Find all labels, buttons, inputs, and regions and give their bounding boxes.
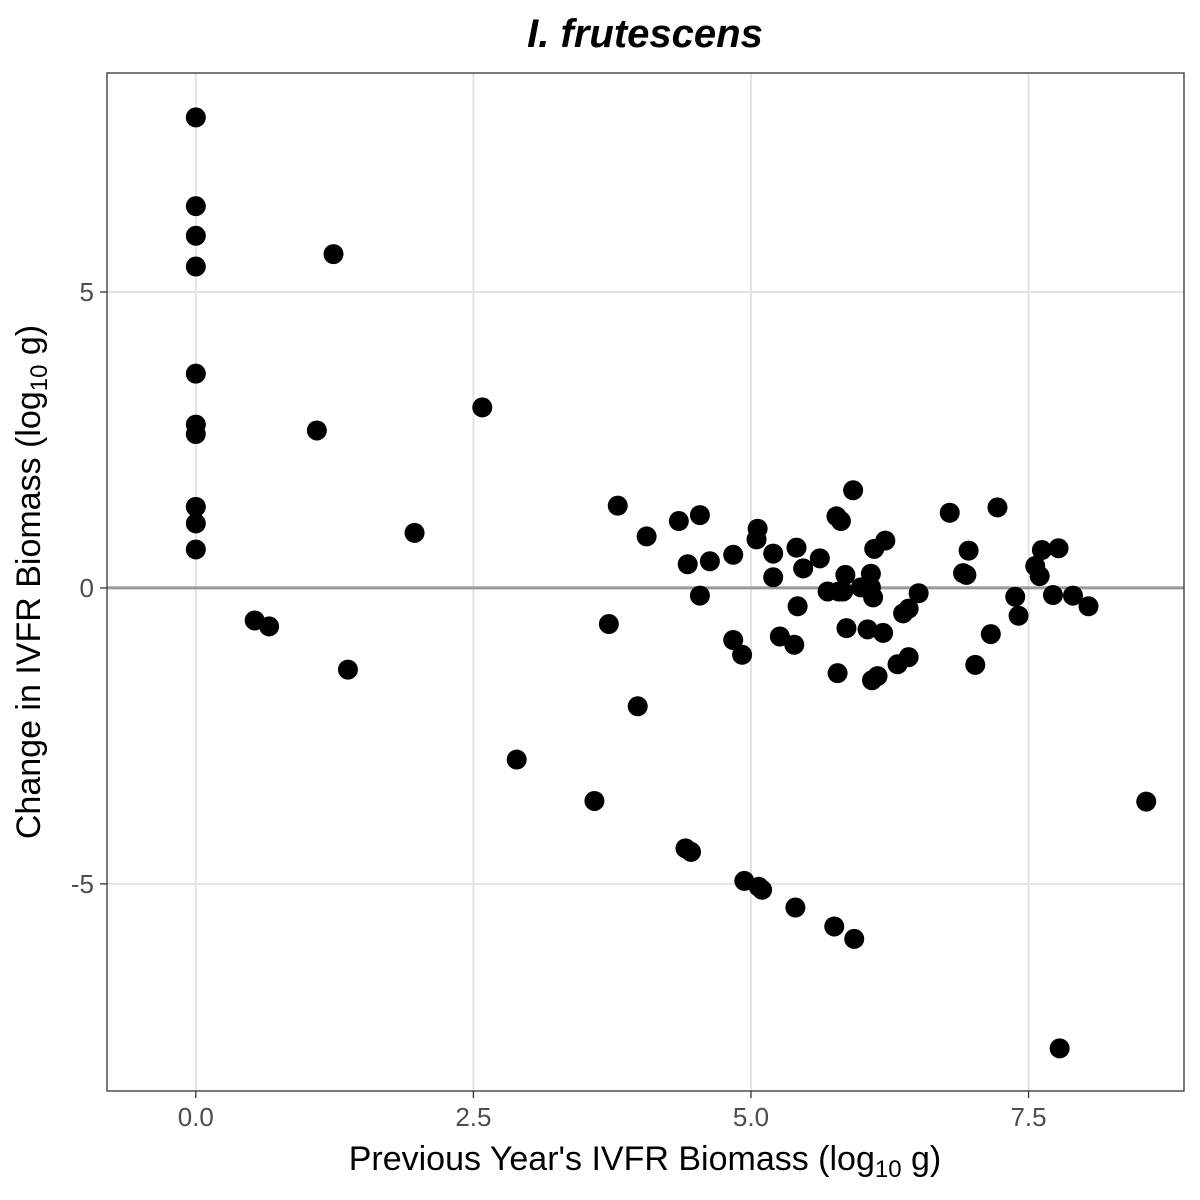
data-point [584, 790, 605, 811]
data-point [598, 614, 619, 635]
data-point [185, 225, 206, 246]
x-axis-ticks: 0.0 2.5 5.0 7.5 [178, 1091, 1047, 1132]
data-point [763, 567, 784, 588]
data-point [323, 244, 344, 265]
data-point [185, 513, 206, 534]
x-tick-label: 5.0 [733, 1102, 769, 1132]
data-point [809, 548, 830, 569]
data-point [1048, 538, 1069, 559]
data-point [1078, 596, 1099, 617]
data-point [1029, 566, 1050, 587]
data-points [185, 107, 1157, 1059]
y-tick-label: -5 [71, 869, 94, 899]
panel-border [106, 72, 1185, 1092]
data-point [965, 654, 986, 675]
data-point [763, 543, 784, 564]
data-point [980, 624, 1001, 645]
panel-background [107, 73, 1184, 1091]
chart-title: I. frutescens [527, 12, 763, 56]
data-point [185, 107, 206, 128]
data-point [1062, 585, 1083, 606]
x-axis-title-main: Previous Year's IVFR Biomass (log [349, 1140, 875, 1178]
y-tick-label: 5 [80, 277, 94, 307]
data-point [875, 530, 896, 551]
data-point [306, 420, 327, 441]
data-point [956, 564, 977, 585]
data-point [863, 587, 884, 608]
data-point [824, 916, 845, 937]
data-point [857, 619, 878, 640]
y-axis-title-subscript: 10 [26, 365, 53, 392]
data-point [827, 663, 848, 684]
data-point [987, 497, 1008, 518]
data-point [337, 659, 358, 680]
data-point [867, 666, 888, 687]
data-point [677, 554, 698, 575]
data-point [1005, 586, 1026, 607]
data-point [636, 526, 657, 547]
data-point [747, 518, 768, 539]
data-point [607, 495, 628, 516]
data-point [1008, 605, 1029, 626]
data-point [681, 841, 702, 862]
data-point [830, 511, 851, 532]
data-point [786, 537, 807, 558]
data-point [908, 583, 929, 604]
data-point [259, 616, 280, 637]
data-point [185, 196, 206, 217]
data-point [1042, 585, 1063, 606]
data-point [898, 598, 919, 619]
x-tick-label: 7.5 [1010, 1102, 1046, 1132]
x-tick-label: 2.5 [455, 1102, 491, 1132]
data-point [752, 879, 773, 900]
data-point [784, 634, 805, 655]
data-point [793, 558, 814, 579]
data-point [627, 696, 648, 717]
data-point [472, 397, 493, 418]
data-point [185, 496, 206, 517]
y-axis-title: Change in IVFR Biomass (log10 g) [10, 325, 53, 839]
data-point [723, 630, 744, 651]
data-point [898, 647, 919, 668]
data-point [668, 511, 689, 532]
data-point [787, 596, 808, 617]
data-point [844, 928, 865, 949]
data-point [185, 424, 206, 445]
data-point [404, 522, 425, 543]
y-axis-title-tail: g) [10, 325, 48, 365]
data-point [689, 505, 710, 526]
data-point [873, 622, 894, 643]
data-point [689, 585, 710, 606]
x-axis-title-subscript: 10 [875, 1156, 902, 1183]
y-axis-ticks: -5 0 5 [71, 277, 107, 899]
data-point [185, 539, 206, 560]
data-point [785, 897, 806, 918]
data-point [1049, 1038, 1070, 1059]
x-axis-title: Previous Year's IVFR Biomass (log10 g) [349, 1140, 942, 1183]
data-point [836, 618, 857, 639]
data-point [958, 540, 979, 561]
data-point [843, 480, 864, 501]
data-point [699, 551, 720, 572]
data-point [1031, 540, 1052, 561]
data-point [723, 544, 744, 565]
data-point [939, 502, 960, 523]
x-axis-title-tail: g) [902, 1140, 942, 1178]
data-point [833, 581, 854, 602]
data-point [506, 749, 527, 770]
data-point [835, 564, 856, 585]
data-point [732, 644, 753, 665]
data-point [185, 256, 206, 277]
x-tick-label: 0.0 [178, 1102, 214, 1132]
data-point [185, 363, 206, 384]
y-axis-title-main: Change in IVFR Biomass (log [10, 391, 48, 839]
data-point [1136, 791, 1157, 812]
y-tick-label: 0 [80, 573, 94, 603]
